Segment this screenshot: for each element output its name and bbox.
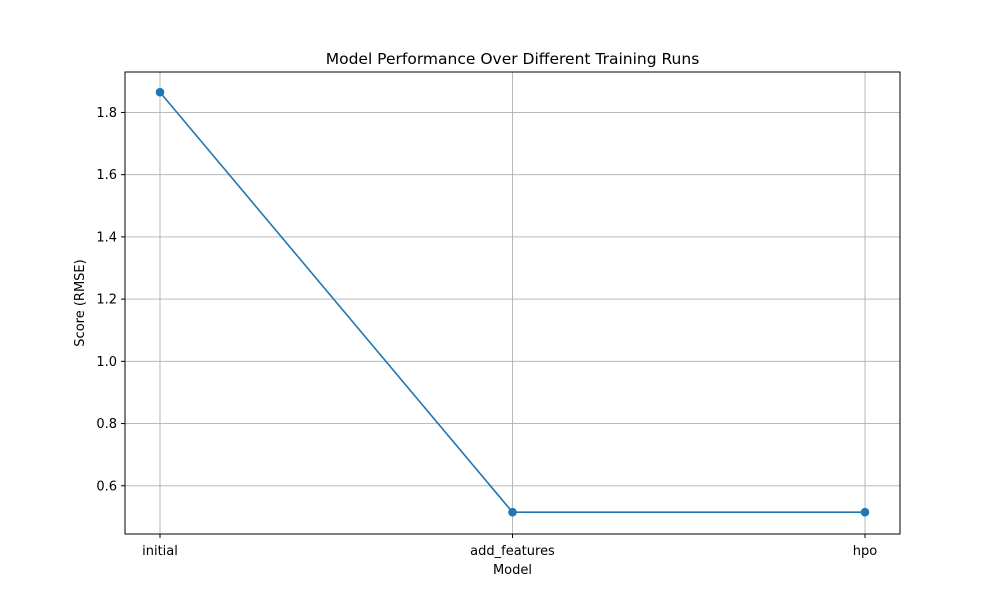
chart-title: Model Performance Over Different Trainin… — [326, 50, 700, 68]
series-layer — [155, 87, 870, 517]
x-axis-label: Model — [493, 563, 532, 578]
axis-ticks: initial add_features hpo 0.6 0.8 1.0 1.2 1.4 1.6… — [96, 106, 877, 559]
y-tick-label: 1.4 — [96, 230, 117, 245]
data-point-add_features — [508, 507, 517, 517]
y-tick-label: 1.8 — [96, 106, 117, 121]
data-point-initial — [155, 87, 165, 97]
x-tick-label: initial — [142, 544, 178, 559]
x-tick-label: add_features — [470, 544, 555, 559]
y-tick-label: 0.8 — [96, 417, 117, 432]
y-tick-label: 0.6 — [96, 479, 117, 494]
x-tick-label: hpo — [853, 544, 877, 559]
y-tick-label: 1.6 — [96, 168, 117, 183]
y-tick-label: 1.0 — [96, 355, 117, 370]
data-point-hpo — [860, 507, 870, 517]
plot-frame — [124, 71, 901, 535]
grid-lines — [125, 72, 900, 534]
y-axis-label: Score (RMSE) — [73, 259, 88, 346]
y-tick-label: 1.2 — [96, 293, 117, 308]
